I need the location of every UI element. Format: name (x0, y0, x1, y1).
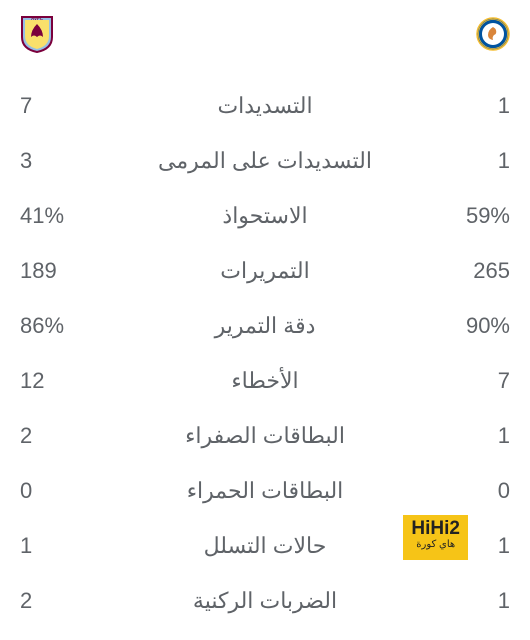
stat-row: 3 التسديدات على المرمى 1 (20, 133, 510, 188)
stat-label: التسديدات (110, 93, 420, 119)
stat-right-value: 90% (420, 313, 510, 339)
stat-label: الأخطاء (110, 368, 420, 394)
stat-left-value: 0 (20, 478, 110, 504)
stat-left-value: 41% (20, 203, 110, 229)
stat-left-value: 12 (20, 368, 110, 394)
stat-right-value: 1 (420, 423, 510, 449)
stat-label: الاستحواذ (110, 203, 420, 229)
stat-right-value: 7 (420, 368, 510, 394)
avfc-crest-icon: AVFC (20, 15, 54, 53)
stat-left-value: 3 (20, 148, 110, 174)
stat-left-value: 189 (20, 258, 110, 284)
lcfc-crest-icon (476, 17, 510, 51)
stat-left-value: 2 (20, 423, 110, 449)
stat-left-value: 7 (20, 93, 110, 119)
svg-text:AVFC: AVFC (31, 16, 44, 21)
stat-label: الضربات الركنية (110, 588, 420, 614)
stat-row: 189 التمريرات 265 (20, 243, 510, 298)
watermark-sub: هاي كورة (411, 540, 460, 550)
stat-label: دقة التمرير (110, 313, 420, 339)
stat-row: 2 الضربات الركنية 1 (20, 573, 510, 628)
stat-row: 41% الاستحواذ 59% (20, 188, 510, 243)
stat-label: التسديدات على المرمى (110, 148, 420, 174)
stat-right-value: 59% (420, 203, 510, 229)
stat-row: 12 الأخطاء 7 (20, 353, 510, 408)
watermark-main: HiHi2 (411, 519, 460, 538)
stat-label: حالات التسلل (110, 533, 420, 559)
stat-label: التمريرات (110, 258, 420, 284)
watermark-badge: HiHi2 هاي كورة (403, 515, 468, 560)
stat-left-value: 2 (20, 588, 110, 614)
stat-right-value: 1 (420, 93, 510, 119)
stat-label: البطاقات الحمراء (110, 478, 420, 504)
stat-right-value: 1 (420, 148, 510, 174)
stat-right-value: 265 (420, 258, 510, 284)
stat-row: 2 البطاقات الصفراء 1 (20, 408, 510, 463)
stat-right-value: 1 (420, 588, 510, 614)
stat-label: البطاقات الصفراء (110, 423, 420, 449)
stat-row: 0 البطاقات الحمراء 0 (20, 463, 510, 518)
stat-left-value: 86% (20, 313, 110, 339)
stat-left-value: 1 (20, 533, 110, 559)
stat-row: 86% دقة التمرير 90% (20, 298, 510, 353)
team-left-badge: AVFC (20, 17, 54, 51)
teams-header: AVFC (20, 12, 510, 56)
stat-row: 7 التسديدات 1 (20, 78, 510, 133)
stat-right-value: 0 (420, 478, 510, 504)
team-right-badge (476, 17, 510, 51)
